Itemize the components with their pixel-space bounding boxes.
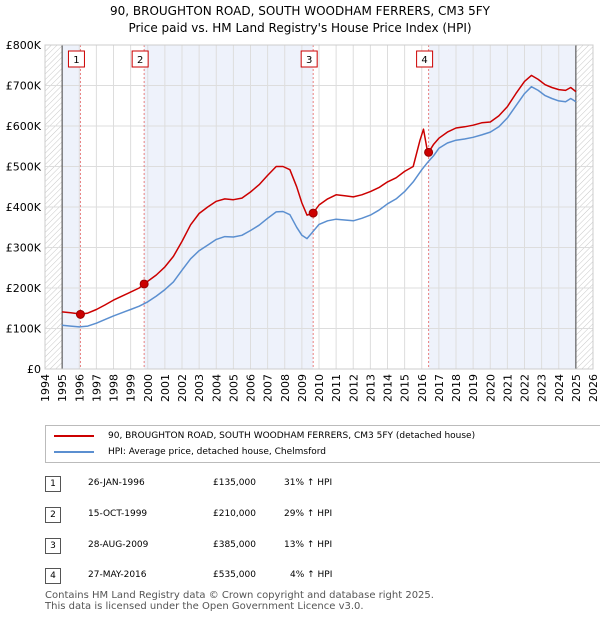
x-tick-label: 2003 (193, 374, 206, 402)
transaction-hpi: 13% ↑ HPI (284, 540, 333, 550)
x-tick-label: 2020 (484, 374, 497, 402)
sale-label: 3 (300, 50, 318, 68)
x-tick-label: 2022 (519, 374, 532, 402)
x-tick-label: 2002 (176, 374, 189, 402)
x-tick-label: 2018 (450, 374, 463, 402)
y-tick-label: £200K (6, 282, 42, 295)
transaction-hpi: 29% ↑ HPI (284, 509, 333, 519)
sale-label: 1 (67, 50, 85, 68)
x-tick-label: 1998 (108, 374, 121, 402)
transaction-row: 3 28-AUG-2009 £385,000 13% ↑ HPI (0, 538, 600, 556)
x-tick-label: 2013 (364, 374, 377, 402)
x-tick-label: 2000 (142, 374, 155, 402)
footer-licence: This data is licensed under the Open Gov… (45, 601, 364, 612)
x-tick-label: 2007 (262, 374, 275, 402)
x-tick-label: 2024 (553, 374, 566, 402)
x-tick-label: 1995 (56, 374, 69, 402)
transaction-price: £535,000 (213, 570, 256, 580)
x-tick-label: 1999 (125, 374, 138, 402)
sale-point (75, 309, 85, 319)
legend: 90, BROUGHTON ROAD, SOUTH WOODHAM FERRER… (45, 425, 600, 463)
legend-label-property: 90, BROUGHTON ROAD, SOUTH WOODHAM FERRER… (108, 431, 476, 441)
x-tick-label: 2016 (416, 374, 429, 402)
sale-label-text: 3 (306, 55, 312, 66)
transaction-date: 15-OCT-1999 (88, 509, 148, 519)
property-price-line (62, 74, 577, 316)
sale-label-box (300, 50, 318, 68)
x-tick-label: 1997 (90, 374, 103, 402)
transaction-price: £135,000 (213, 478, 256, 488)
transaction-hpi: 31% ↑ HPI (284, 478, 333, 488)
transaction-row: 1 26-JAN-1996 £135,000 31% ↑ HPI (0, 476, 600, 494)
y-tick-label: £600K (6, 120, 42, 133)
transaction-number: 3 (45, 538, 61, 554)
x-tick-label: 2026 (587, 374, 600, 402)
transaction-number: 1 (45, 476, 61, 492)
sale-label: 2 (131, 50, 149, 68)
x-tick-label: 2017 (433, 374, 446, 402)
legend-label-hpi: HPI: Average price, detached house, Chel… (108, 447, 327, 457)
x-tick-label: 2023 (536, 374, 549, 402)
x-tick-label: 2012 (347, 374, 360, 402)
y-tick-label: £0 (27, 363, 41, 376)
x-tick-label: 2014 (382, 374, 395, 402)
x-tick-label: 2025 (570, 374, 583, 402)
sale-marker-lines (79, 45, 430, 369)
legend-item-hpi: HPI: Average price, detached house, Chel… (54, 445, 326, 459)
transaction-date: 28-AUG-2009 (88, 540, 149, 550)
sale-label: 4 (416, 50, 434, 68)
sale-label-text: 2 (137, 55, 143, 66)
sale-point (139, 279, 149, 289)
sale-label-box (416, 50, 434, 68)
transaction-price: £385,000 (213, 540, 256, 550)
y-tick-label: £800K (6, 39, 42, 52)
footer-attribution: Contains HM Land Registry data © Crown c… (45, 590, 434, 612)
transaction-number: 2 (45, 507, 61, 523)
footer-copyright: Contains HM Land Registry data © Crown c… (45, 590, 434, 601)
sale-label-box (67, 50, 85, 68)
x-tick-label: 2009 (296, 374, 309, 402)
sale-points (75, 147, 434, 319)
y-tick-label: £700K (6, 80, 42, 93)
legend-line-hpi (54, 451, 94, 453)
sale-label-text: 1 (73, 55, 79, 66)
sale-point (424, 147, 434, 157)
y-tick-label: £300K (6, 242, 42, 255)
price-chart: 1 2 3 4 £0 £100K £200K £300K £400K £500K £600K £70… (6, 39, 600, 402)
x-tick-label: 2006 (245, 374, 258, 402)
series-lines (62, 74, 577, 328)
chart-subtitle: Price paid vs. HM Land Registry's House … (128, 21, 472, 35)
x-tick-label: 2011 (330, 374, 343, 402)
hpi-line (62, 85, 577, 328)
transaction-price: £210,000 (213, 509, 256, 519)
transaction-number: 4 (45, 568, 61, 584)
x-tick-label: 2001 (159, 374, 172, 402)
legend-item-property: 90, BROUGHTON ROAD, SOUTH WOODHAM FERRER… (54, 429, 475, 443)
y-tick-label: £500K (6, 161, 42, 174)
y-tick-label: £100K (6, 323, 42, 336)
x-tick-label: 2008 (279, 374, 292, 402)
x-tick-label: 1994 (39, 374, 52, 402)
sale-label-text: 4 (421, 55, 427, 66)
x-tick-label: 2019 (467, 374, 480, 402)
x-tick-label: 2010 (313, 374, 326, 402)
plot-frame (44, 44, 594, 370)
x-tick-label: 2015 (399, 374, 412, 402)
x-tick-label: 2021 (501, 374, 514, 402)
x-tick-label: 2004 (210, 374, 223, 402)
sale-point (308, 208, 318, 218)
x-tick-label: 1996 (73, 374, 86, 402)
transaction-row: 2 15-OCT-1999 £210,000 29% ↑ HPI (0, 507, 600, 525)
transaction-date: 26-JAN-1996 (88, 478, 145, 488)
transaction-date: 27-MAY-2016 (88, 570, 147, 580)
legend-line-property (54, 435, 94, 437)
sale-label-box (131, 50, 149, 68)
axes: £0 £100K £200K £300K £400K £500K £600K £700K £80… (6, 39, 600, 402)
x-tick-label: 2005 (227, 374, 240, 402)
sale-labels: 1 2 3 4 (67, 50, 434, 68)
transaction-row: 4 27-MAY-2016 £535,000 4% ↑ HPI (0, 568, 600, 586)
y-tick-label: £400K (6, 201, 42, 214)
chart-title: 90, BROUGHTON ROAD, SOUTH WOODHAM FERRER… (109, 4, 491, 18)
transaction-hpi: 4% ↑ HPI (290, 570, 333, 580)
